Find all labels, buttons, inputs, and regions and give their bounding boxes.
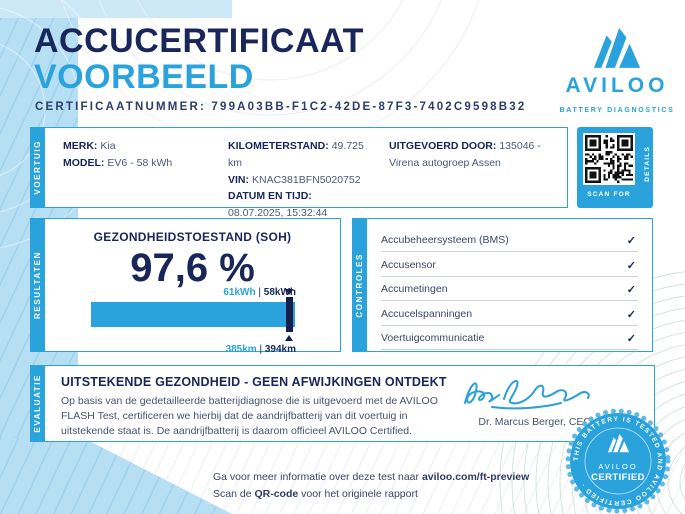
vehicle-col-3: UITGEVOERD DOOR: 135046 - Virena autogroe… bbox=[389, 138, 551, 172]
soh-bar bbox=[91, 302, 295, 327]
vehicle-merk: MERK: Kia bbox=[63, 140, 116, 152]
footer-line-1: Ga voor meer informatie over deze test n… bbox=[213, 471, 530, 483]
qr-details-label: DETAILS bbox=[644, 146, 651, 182]
footer-line-2: Scan de QR-code voor het originele rappo… bbox=[213, 487, 418, 500]
check-icon: ✓ bbox=[626, 235, 636, 248]
check-icon: ✓ bbox=[626, 284, 636, 297]
page-title: ACCUCERTIFICAAT bbox=[34, 22, 364, 60]
vehicle-uitgevoerd-door: UITGEVOERD DOOR: 135046 - Virena autogroe… bbox=[389, 140, 541, 169]
section-tab-voertuig: VOERTUIG bbox=[30, 127, 44, 208]
footer: Ga voor meer informatie over deze test n… bbox=[213, 469, 529, 503]
evaluation-heading: UITSTEKENDE GEZONDHEID - GEEN AFWIJKINGE… bbox=[61, 375, 447, 389]
soh-bar-marker bbox=[286, 297, 293, 332]
badge-brand: AVILOO bbox=[598, 462, 637, 471]
page-subtitle: VOORBEELD bbox=[34, 58, 254, 96]
check-icon: ✓ bbox=[626, 259, 636, 272]
vehicle-vin: VIN: KNAC381BFN5020752 bbox=[228, 173, 361, 186]
qr-scan-for-label: SCAN FOR bbox=[587, 191, 631, 198]
control-row: Accucelspanningen ✓ bbox=[381, 301, 638, 326]
range-labels: 385km | 394km bbox=[225, 344, 296, 355]
results-card: GEZONDHEIDSTOESTAND (SOH) 97,6 % 61kWh |… bbox=[44, 218, 341, 355]
top-accent-strip bbox=[0, 0, 232, 18]
brand-tagline: BATTERY DIAGNOSTICS bbox=[559, 107, 675, 114]
controls-card: Accubeheersysteem (BMS) ✓ Accusensor ✓ Acc… bbox=[366, 218, 653, 352]
marker-arrow-up-icon bbox=[285, 335, 293, 341]
marker-arrow-down-icon bbox=[285, 289, 293, 295]
qr-code-block[interactable]: SCAN FOR DETAILS bbox=[577, 127, 653, 208]
check-icon: ✓ bbox=[626, 308, 636, 321]
aviloo-certified-badge: THIS BATTERY IS TESTED AND AVILOO CERTIF… bbox=[565, 408, 671, 514]
section-tab-resultaten: RESULTATEN bbox=[30, 218, 44, 352]
footer-link[interactable]: aviloo.com/ft-preview bbox=[421, 471, 530, 483]
vehicle-datetime: DATUM EN TIJD: 08.07.2025, 15:32:44 bbox=[228, 190, 328, 220]
vehicle-kilometerstand: KILOMETERSTAND: 49.725 km bbox=[228, 140, 364, 169]
brand-name: AVILOO bbox=[565, 74, 669, 97]
certificate-number: CERTIFICAATNUMMER: 799A03BB-F1C2-42DE-87… bbox=[35, 101, 527, 113]
control-row: Accubeheersysteem (BMS) ✓ bbox=[381, 228, 638, 253]
vehicle-model: MODEL: EV6 - 58 kWh bbox=[63, 156, 173, 169]
section-tab-controles: CONTROLES bbox=[352, 218, 366, 352]
aviloo-triangle-icon bbox=[593, 28, 641, 68]
vehicle-card: MERK: Kia MODEL: EV6 - 58 kWh KILOMETERSTA… bbox=[44, 127, 568, 219]
control-row: Voertuigcommunicatie ✓ bbox=[381, 326, 638, 350]
soh-title: GEZONDHEIDSTOESTAND (SOH) bbox=[93, 230, 292, 244]
check-icon: ✓ bbox=[626, 332, 636, 345]
qr-code-pattern bbox=[585, 135, 633, 183]
evaluation-body: Op basis van de gedetailleerde batterijd… bbox=[61, 395, 438, 438]
control-row: Accumetingen ✓ bbox=[381, 277, 638, 302]
section-tab-evaluatie: EVALUATIE bbox=[30, 365, 44, 442]
capacity-labels: 61kWh | 58kWh bbox=[223, 287, 296, 298]
qr-code bbox=[583, 133, 635, 185]
control-row: Accusensor ✓ bbox=[381, 252, 638, 277]
vehicle-col-2: KILOMETERSTAND: 49.725 km VIN: KNAC381BFN5… bbox=[228, 138, 378, 222]
soh-value: 97,6 % bbox=[130, 246, 255, 290]
badge-label: CERTIFIED bbox=[591, 472, 645, 483]
aviloo-logo: AVILOO BATTERY DIAGNOSTICS bbox=[557, 28, 677, 114]
vehicle-col-1: MERK: Kia MODEL: EV6 - 58 kWh bbox=[63, 138, 172, 172]
